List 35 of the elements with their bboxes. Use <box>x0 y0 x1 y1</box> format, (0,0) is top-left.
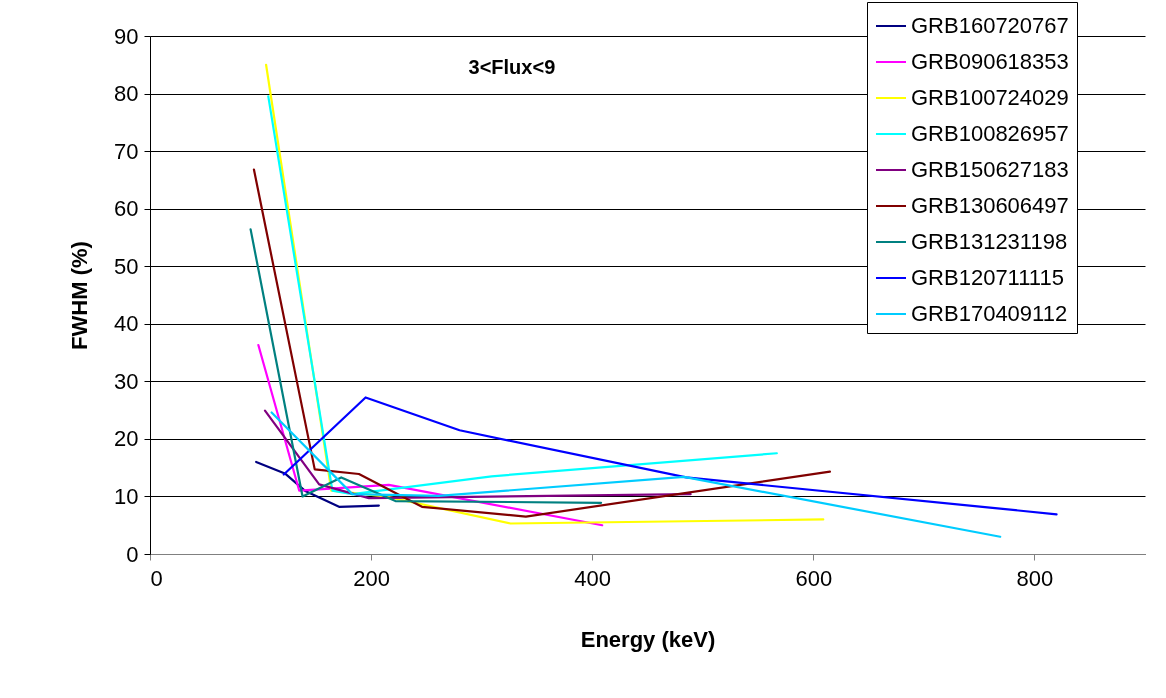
y-tick-label: 0 <box>126 541 139 567</box>
line-series <box>263 409 692 500</box>
text: 3<Flux<9 <box>468 55 556 78</box>
x-tick-label: 200 <box>353 565 390 591</box>
y-tick-label: 30 <box>114 368 139 394</box>
line-series <box>270 411 1002 538</box>
y-tick-label: 10 <box>114 483 139 509</box>
legend-label: GRB130606497 <box>911 193 1069 218</box>
legend-label: GRB150627183 <box>911 157 1069 182</box>
y-tick-label: 50 <box>114 253 139 279</box>
x-tick-label: 600 <box>795 565 833 591</box>
line-series <box>267 95 778 496</box>
line-series <box>249 228 603 504</box>
y-tick-label: 70 <box>114 138 139 164</box>
line-series <box>282 396 1058 516</box>
y-axis-title: FWHM (%) <box>67 241 93 350</box>
line-series <box>252 168 832 518</box>
x-tick-label: 0 <box>150 565 163 591</box>
x-axis-title: Energy (keV) <box>580 626 716 652</box>
legend-label: GRB160720767 <box>911 13 1069 38</box>
legend-label: GRB100826957 <box>911 121 1069 146</box>
x-tick-label: 400 <box>574 565 612 591</box>
y-tick-label: 80 <box>114 81 139 107</box>
line-series <box>255 460 380 508</box>
legend-label: GRB100724029 <box>911 85 1069 110</box>
x-tick-label: 800 <box>1016 565 1054 591</box>
line-series <box>257 343 604 527</box>
y-tick-label: 60 <box>114 196 139 222</box>
y-tick-label: 20 <box>114 426 139 452</box>
y-tick-label: 40 <box>114 311 139 337</box>
y-tick-label: 90 <box>114 23 139 49</box>
legend-label: GRB090618353 <box>911 49 1069 74</box>
legend-label: GRB131231198 <box>911 229 1068 254</box>
legend-label: GRB170409112 <box>911 301 1068 326</box>
legend-label: GRB120711115 <box>911 265 1064 290</box>
